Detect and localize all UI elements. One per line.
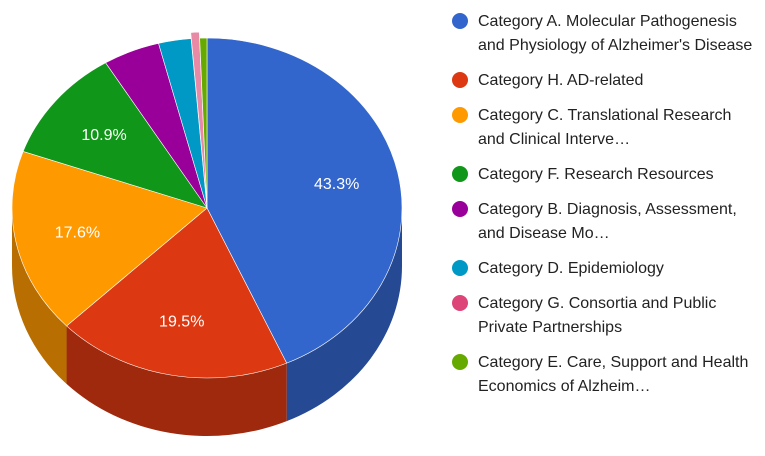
- legend-marker-icon: [452, 201, 468, 217]
- legend-label: Category G. Consortia and Public Private…: [478, 295, 717, 336]
- pie-slice-3[interactable]: [11, 151, 208, 327]
- legend-label: Category C. Translational Research and C…: [478, 107, 732, 148]
- legend-label: Category E. Care, Support and Health Eco…: [478, 354, 749, 395]
- pie-slice-4[interactable]: [22, 62, 208, 209]
- legend-marker-icon: [452, 13, 468, 29]
- pie-chart: 43.3% 19.5% 17.6% 10.9%: [11, 31, 403, 436]
- legend-item[interactable]: Category A. Molecular Pathogenesis and P…: [452, 10, 762, 58]
- legend-item[interactable]: Category G. Consortia and Public Private…: [452, 292, 762, 340]
- data-label: 17.6%: [55, 225, 100, 242]
- pie-slice-1[interactable]: [206, 37, 403, 364]
- legend-marker-icon: [452, 107, 468, 123]
- slice-side-1: [286, 208, 402, 422]
- legend-label: Category H. AD-related: [478, 72, 644, 89]
- legend-marker-icon: [452, 260, 468, 276]
- legend-label: Category F. Research Resources: [478, 166, 714, 183]
- legend-marker-icon: [452, 295, 468, 311]
- legend-label: Category D. Epidemiology: [478, 260, 664, 277]
- legend-item[interactable]: Category C. Translational Research and C…: [452, 104, 762, 152]
- legend: Category A. Molecular Pathogenesis and P…: [452, 10, 762, 410]
- legend-item[interactable]: Category F. Research Resources: [452, 163, 762, 187]
- legend-marker-icon: [452, 72, 468, 88]
- legend-item[interactable]: Category E. Care, Support and Health Eco…: [452, 351, 762, 399]
- pie-slice-8[interactable]: [199, 37, 208, 209]
- legend-marker-icon: [452, 354, 468, 370]
- pie-slice-7[interactable]: [190, 31, 207, 203]
- data-label: 10.9%: [81, 127, 126, 144]
- legend-item[interactable]: Category D. Epidemiology: [452, 257, 762, 281]
- legend-label: Category A. Molecular Pathogenesis and P…: [478, 13, 753, 54]
- legend-marker-icon: [452, 166, 468, 182]
- slice-side-3: [12, 208, 67, 384]
- slice-side-2: [66, 325, 287, 436]
- legend-item[interactable]: Category B. Diagnosis, Assessment, and D…: [452, 198, 762, 246]
- data-label: 43.3%: [314, 176, 359, 193]
- pie-slice-2[interactable]: [66, 207, 288, 379]
- legend-item[interactable]: Category H. AD-related: [452, 69, 762, 93]
- data-label: 19.5%: [159, 313, 204, 330]
- legend-label: Category B. Diagnosis, Assessment, and D…: [478, 201, 737, 242]
